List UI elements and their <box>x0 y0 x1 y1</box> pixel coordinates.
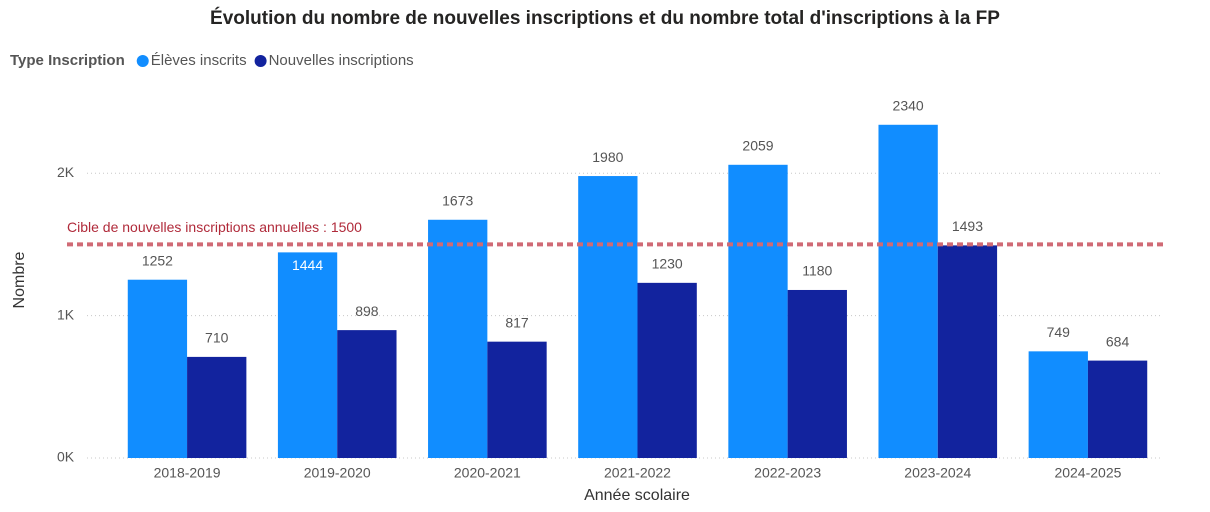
x-axis-title: Année scolaire <box>584 487 690 504</box>
data-label: 1444 <box>292 257 323 273</box>
y-axis-title: Nombre <box>11 251 28 308</box>
bar <box>487 341 547 458</box>
legend-marker <box>254 55 267 67</box>
y-tick-label: 2K <box>57 164 75 180</box>
y-tick-label: 0K <box>57 449 75 465</box>
x-tick-label: 2022-2023 <box>754 465 821 481</box>
legend-label: Nouvelles inscriptions <box>269 52 414 69</box>
x-tick-label: 2024-2025 <box>1054 465 1121 481</box>
bar <box>187 356 247 458</box>
bar <box>127 279 188 458</box>
legend-marker <box>136 55 149 67</box>
bar <box>937 245 998 458</box>
x-tick-label: 2021-2022 <box>604 465 671 481</box>
data-label: 1180 <box>802 263 832 279</box>
bar <box>787 289 847 458</box>
chart-title: Évolution du nombre de nouvelles inscrip… <box>210 7 1000 29</box>
bar <box>428 219 488 458</box>
data-label: 1980 <box>592 149 623 165</box>
legend-title: Type Inscription <box>10 52 125 69</box>
data-label: 749 <box>1047 324 1071 340</box>
data-label: 2059 <box>742 138 773 154</box>
bar <box>578 176 638 458</box>
data-label: 817 <box>505 314 529 330</box>
data-label: 710 <box>205 330 229 346</box>
data-label: 898 <box>355 303 379 319</box>
bar <box>1028 351 1088 458</box>
data-label: 1673 <box>442 192 473 208</box>
bar <box>878 124 938 458</box>
x-tick-label: 2023-2024 <box>904 465 971 481</box>
x-tick-label: 2020-2021 <box>454 465 521 481</box>
data-label: 1493 <box>952 218 983 234</box>
bar <box>1087 360 1148 458</box>
data-label: 1230 <box>652 256 683 272</box>
bar <box>637 282 697 458</box>
bar <box>728 164 788 458</box>
x-tick-label: 2018-2019 <box>154 465 221 481</box>
y-tick-label: 1K <box>57 306 75 322</box>
data-label: 1252 <box>142 252 173 268</box>
bar <box>277 252 338 458</box>
reference-label: Cible de nouvelles inscriptions annuelle… <box>67 219 362 235</box>
bar <box>337 330 397 458</box>
data-label: 684 <box>1106 333 1130 349</box>
data-label: 2340 <box>893 97 924 113</box>
legend-label: Élèves inscrits <box>151 52 247 69</box>
x-tick-label: 2019-2020 <box>304 465 371 481</box>
